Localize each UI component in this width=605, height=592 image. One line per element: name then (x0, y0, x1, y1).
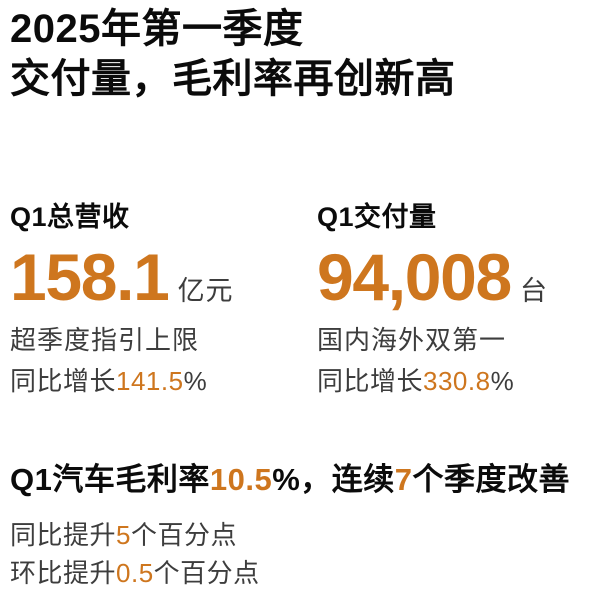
yoy-suffix: 个百分点 (130, 520, 237, 550)
yoy-prefix: 同比提升 (10, 520, 117, 550)
deliveries-growth-value: 330.8 (423, 366, 491, 396)
qoq-suffix: 个百分点 (153, 558, 260, 588)
headline-segment: 个季度改善 (412, 462, 571, 497)
gross-margin-section: Q1汽车毛利率10.5%，连续7个季度改善 同比提升5个百分点 环比提升0.5个… (10, 460, 595, 588)
revenue-note: 超季度指引上限 (10, 325, 200, 355)
revenue-value: 158.1 (10, 240, 170, 314)
headline-margin-value: 10.5 (209, 462, 273, 497)
revenue-growth-value: 141.5 (116, 366, 184, 396)
deliveries-value: 94,008 (317, 240, 512, 314)
yoy-value: 5 (116, 520, 131, 550)
headline-quarters-value: 7 (394, 462, 413, 497)
deliveries-growth: 同比增长330.8% (317, 366, 595, 396)
stat-revenue: Q1总营收 158.1 亿元 超季度指引上限 同比增长141.5% (10, 200, 317, 396)
deliveries-growth-suffix: % (490, 366, 515, 396)
stat-deliveries: Q1交付量 94,008 台 国内海外双第一 同比增长330.8% (317, 200, 595, 396)
deliveries-unit: 台 (519, 276, 548, 306)
deliveries-note: 国内海外双第一 (317, 325, 507, 355)
qoq-value: 0.5 (116, 558, 154, 588)
deliveries-growth-prefix: 同比增长 (317, 366, 424, 396)
revenue-growth-suffix: % (183, 366, 208, 396)
revenue-label: Q1总营收 (10, 202, 130, 232)
page-title: 2025年第一季度 交付量，毛利率再创新高 (10, 4, 595, 104)
deliveries-label: Q1交付量 (317, 202, 437, 232)
gross-margin-headline: Q1汽车毛利率10.5%，连续7个季度改善 (10, 460, 595, 500)
revenue-growth-prefix: 同比增长 (10, 366, 117, 396)
title-line-1: 2025年第一季度 (10, 7, 304, 51)
headline-segment: Q1汽车毛利率 (10, 462, 210, 497)
stats-row: Q1总营收 158.1 亿元 超季度指引上限 同比增长141.5% Q1交付量 … (10, 200, 595, 396)
revenue-growth: 同比增长141.5% (10, 366, 317, 396)
yoy-improvement-line: 同比提升5个百分点 (10, 520, 595, 550)
revenue-unit: 亿元 (177, 276, 234, 306)
title-line-2: 交付量，毛利率再创新高 (10, 57, 456, 101)
headline-segment: %，连续 (272, 462, 395, 497)
qoq-prefix: 环比提升 (10, 558, 117, 588)
qoq-improvement-line: 环比提升0.5个百分点 (10, 558, 595, 588)
deliveries-value-row: 94,008 台 (317, 244, 595, 310)
revenue-value-row: 158.1 亿元 (10, 244, 317, 310)
